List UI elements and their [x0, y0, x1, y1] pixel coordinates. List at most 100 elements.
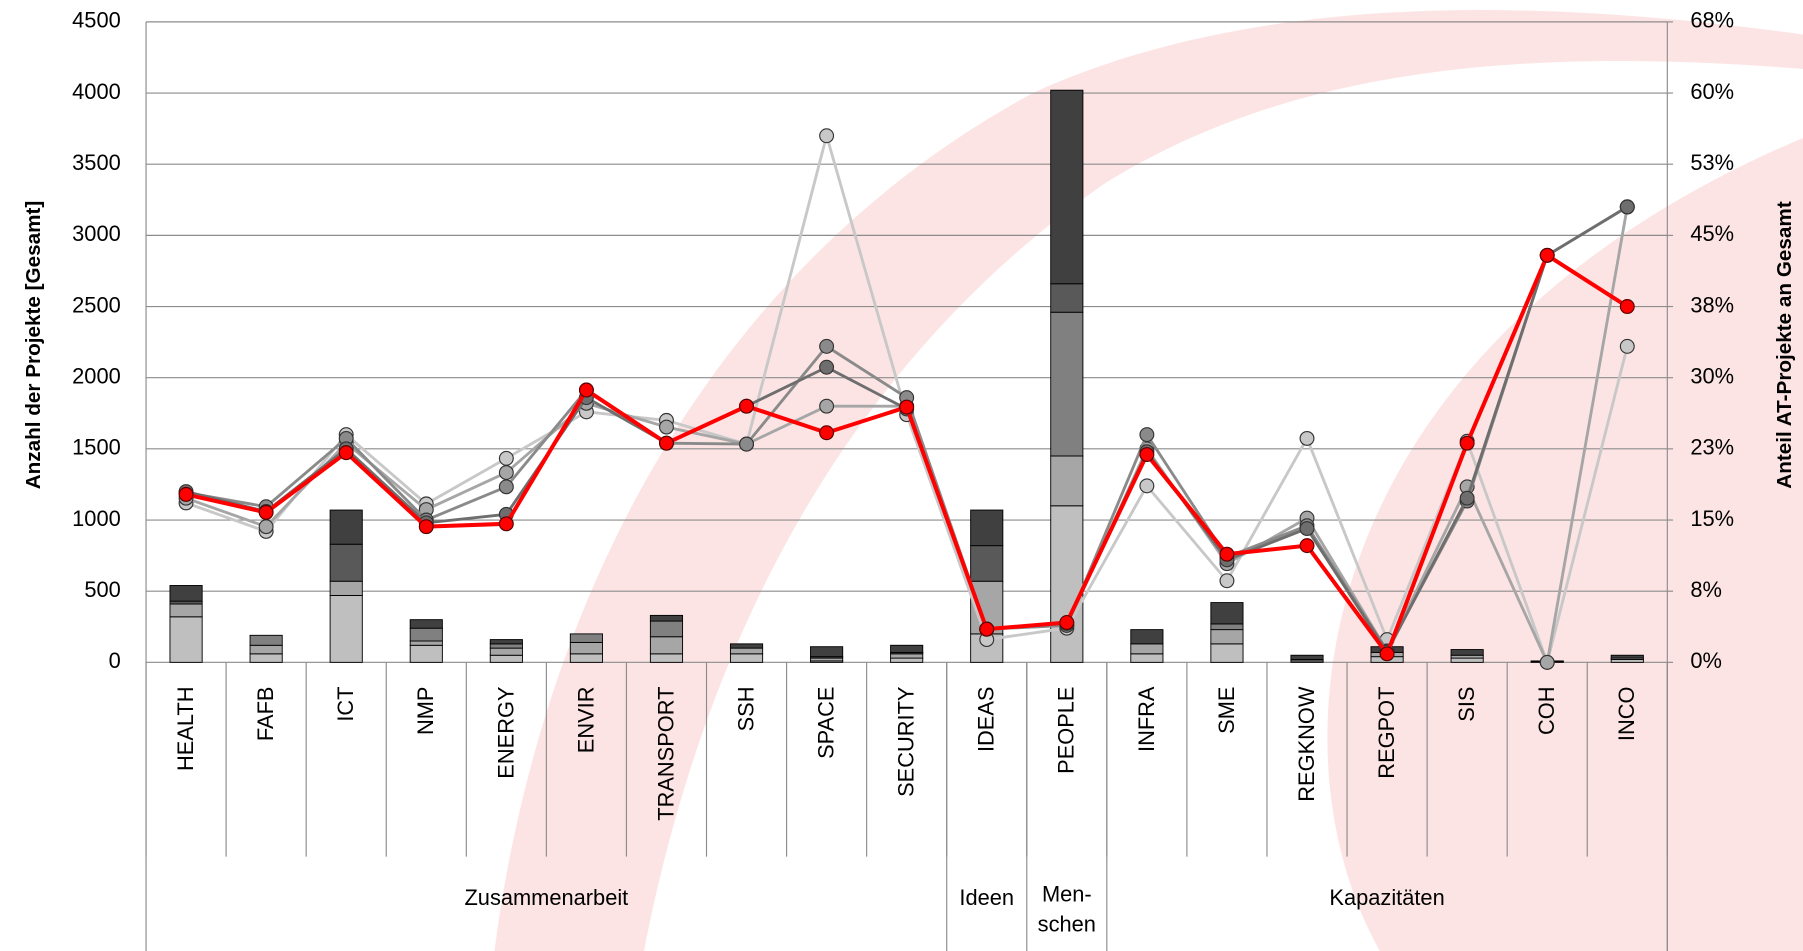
bar-segment [1050, 89, 1084, 285]
line-marker [819, 398, 835, 414]
bar-segment [1450, 657, 1484, 663]
x-tick-label: HEALTH [173, 687, 198, 772]
x-tick-label: ENERGY [493, 686, 518, 779]
bar-segment [649, 620, 684, 638]
bar-segment [569, 641, 603, 655]
bar-segment [169, 616, 203, 663]
y2-tick-label: 68% [1690, 8, 1734, 33]
y2-axis-title: Anteil AT-Projekte an Gesamt [1773, 201, 1796, 489]
x-tick-label: SSH [733, 687, 758, 732]
bar-segment [489, 654, 523, 663]
x-tick-label: SPACE [814, 687, 839, 759]
bar-segment [1210, 629, 1244, 645]
line-marker [1539, 654, 1555, 670]
x-tick-label: INCO [1614, 687, 1639, 742]
line-marker [739, 398, 755, 414]
line-marker [1299, 430, 1315, 446]
line-marker [899, 399, 915, 415]
y2-tick-label: 38% [1690, 292, 1734, 317]
bar-segment [1130, 643, 1164, 655]
line-marker [498, 516, 514, 532]
line-marker [498, 465, 514, 481]
bar-segment [1050, 455, 1084, 507]
bar-segment [409, 619, 443, 629]
x-tick-label: SECURITY [894, 686, 919, 797]
line-marker [178, 486, 194, 502]
x-tick-label: NMP [413, 687, 438, 736]
y-tick-label: 3000 [72, 221, 121, 246]
bar-segment [1610, 654, 1644, 659]
y-tick-label: 0 [109, 648, 121, 673]
line-marker [1219, 546, 1235, 562]
bar-segment [970, 545, 1004, 582]
bar-segment [1450, 649, 1484, 656]
line-marker [819, 128, 835, 144]
y-tick-label: 500 [84, 577, 120, 602]
y-axis-title: Anzahl der Projekte [Gesamt] [22, 201, 45, 490]
line-marker [819, 359, 835, 375]
x-tick-label: PEOPLE [1054, 687, 1079, 774]
y2-tick-label: 15% [1690, 506, 1734, 531]
background-swoosh [494, 10, 1803, 951]
x-tick-label: TRANSPORT [653, 687, 678, 821]
bar-segment [649, 653, 684, 663]
x-tick-label: ICT [333, 687, 358, 722]
y2-tick-label: 60% [1690, 79, 1734, 104]
bar-segment [489, 639, 523, 645]
line-marker [1139, 478, 1155, 494]
bar-segment [329, 543, 363, 582]
bar-segment [729, 643, 764, 649]
group-label: Men- [1042, 882, 1092, 907]
line-marker [819, 338, 835, 354]
line-marker [819, 425, 835, 441]
bar-segment [890, 644, 924, 653]
y-tick-label: 4500 [72, 8, 121, 33]
bar-segment [890, 653, 924, 659]
group-label: Kapazitäten [1329, 885, 1444, 910]
x-tick-label: ENVIR [573, 687, 598, 754]
bar-segment [890, 657, 924, 663]
group-label: Ideen [959, 885, 1014, 910]
line-marker [418, 519, 434, 535]
plot-area: 0 500 1000 1500 2000 2500 3000 3500 4000 4500 0% 8%… [72, 8, 1734, 951]
bar-segment [569, 633, 603, 643]
line-marker [258, 504, 274, 520]
line-marker [1299, 521, 1315, 537]
line-marker [658, 419, 674, 435]
bar-segment [729, 647, 764, 655]
y2-tick-label: 8% [1690, 577, 1722, 602]
x-tick-label: REGPOT [1374, 687, 1399, 779]
y2-tick-label: 30% [1690, 363, 1734, 388]
bar-segment [1130, 629, 1164, 645]
line-marker [1619, 338, 1635, 354]
line-marker [498, 450, 514, 466]
x-tick-label: INFRA [1134, 686, 1159, 752]
x-tick-label: SME [1214, 687, 1239, 734]
line-marker [1459, 490, 1475, 506]
bar-segment [169, 603, 203, 618]
bar-segment [489, 643, 523, 649]
bar-segment [729, 653, 764, 663]
line-marker [1139, 447, 1155, 463]
x-tick-label: FAFB [253, 687, 278, 742]
bar-segment [1210, 602, 1244, 625]
bar-segment [1290, 654, 1324, 660]
line-marker [498, 479, 514, 495]
line-marker [258, 519, 274, 535]
group-label: Zusammenarbeit [464, 885, 628, 910]
bar-segment [249, 653, 283, 663]
x-tick-label: IDEAS [974, 687, 999, 753]
bar-segment [169, 585, 203, 602]
line-marker [1459, 435, 1475, 451]
y-tick-label: 2500 [72, 292, 121, 317]
bar-segment [1210, 643, 1244, 663]
bar-segment [569, 653, 603, 663]
y2-tick-label: 23% [1690, 435, 1734, 460]
bar-segment [649, 614, 684, 622]
line-marker [1219, 573, 1235, 589]
line-marker [979, 621, 995, 637]
line-marker [1379, 646, 1395, 662]
bar-segment [1210, 623, 1244, 631]
line-marker [658, 435, 674, 451]
